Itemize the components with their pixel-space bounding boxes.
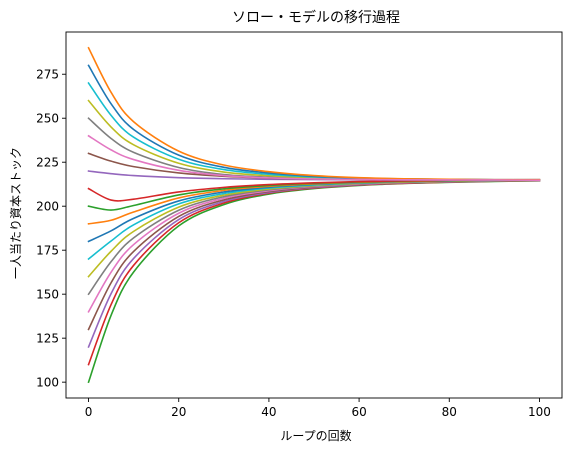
y-tick-label: 200 — [36, 200, 59, 214]
plot-lines — [87, 46, 541, 384]
x-tick-label: 0 — [85, 405, 93, 419]
x-tick-label: 60 — [351, 405, 366, 419]
plot-frame — [65, 31, 563, 399]
series-line-20 — [87, 134, 541, 181]
y-tick-label: 100 — [36, 376, 59, 390]
y-tick-label: 150 — [36, 288, 59, 302]
y-tick-label: 225 — [36, 156, 59, 170]
y-axis-label: 一人当たり資本ストック — [9, 147, 23, 279]
y-tick-label: 275 — [36, 68, 59, 82]
y-tick-label: 125 — [36, 332, 59, 346]
axes — [65, 31, 563, 399]
x-tick-label: 40 — [261, 405, 276, 419]
x-axis-label: ループの回数 — [280, 428, 351, 443]
x-tick-label: 80 — [442, 405, 457, 419]
y-tick-label: 250 — [36, 112, 59, 126]
x-tick-label: 20 — [171, 405, 186, 419]
chart-title: ソロー・モデルの移行過程 — [232, 9, 400, 26]
y-tick-label: 175 — [36, 244, 59, 258]
ticks: 0 20 40 60 80 100 100 125 150 175 200 225 250 275 — [36, 68, 551, 419]
x-tick-label: 100 — [528, 405, 551, 419]
